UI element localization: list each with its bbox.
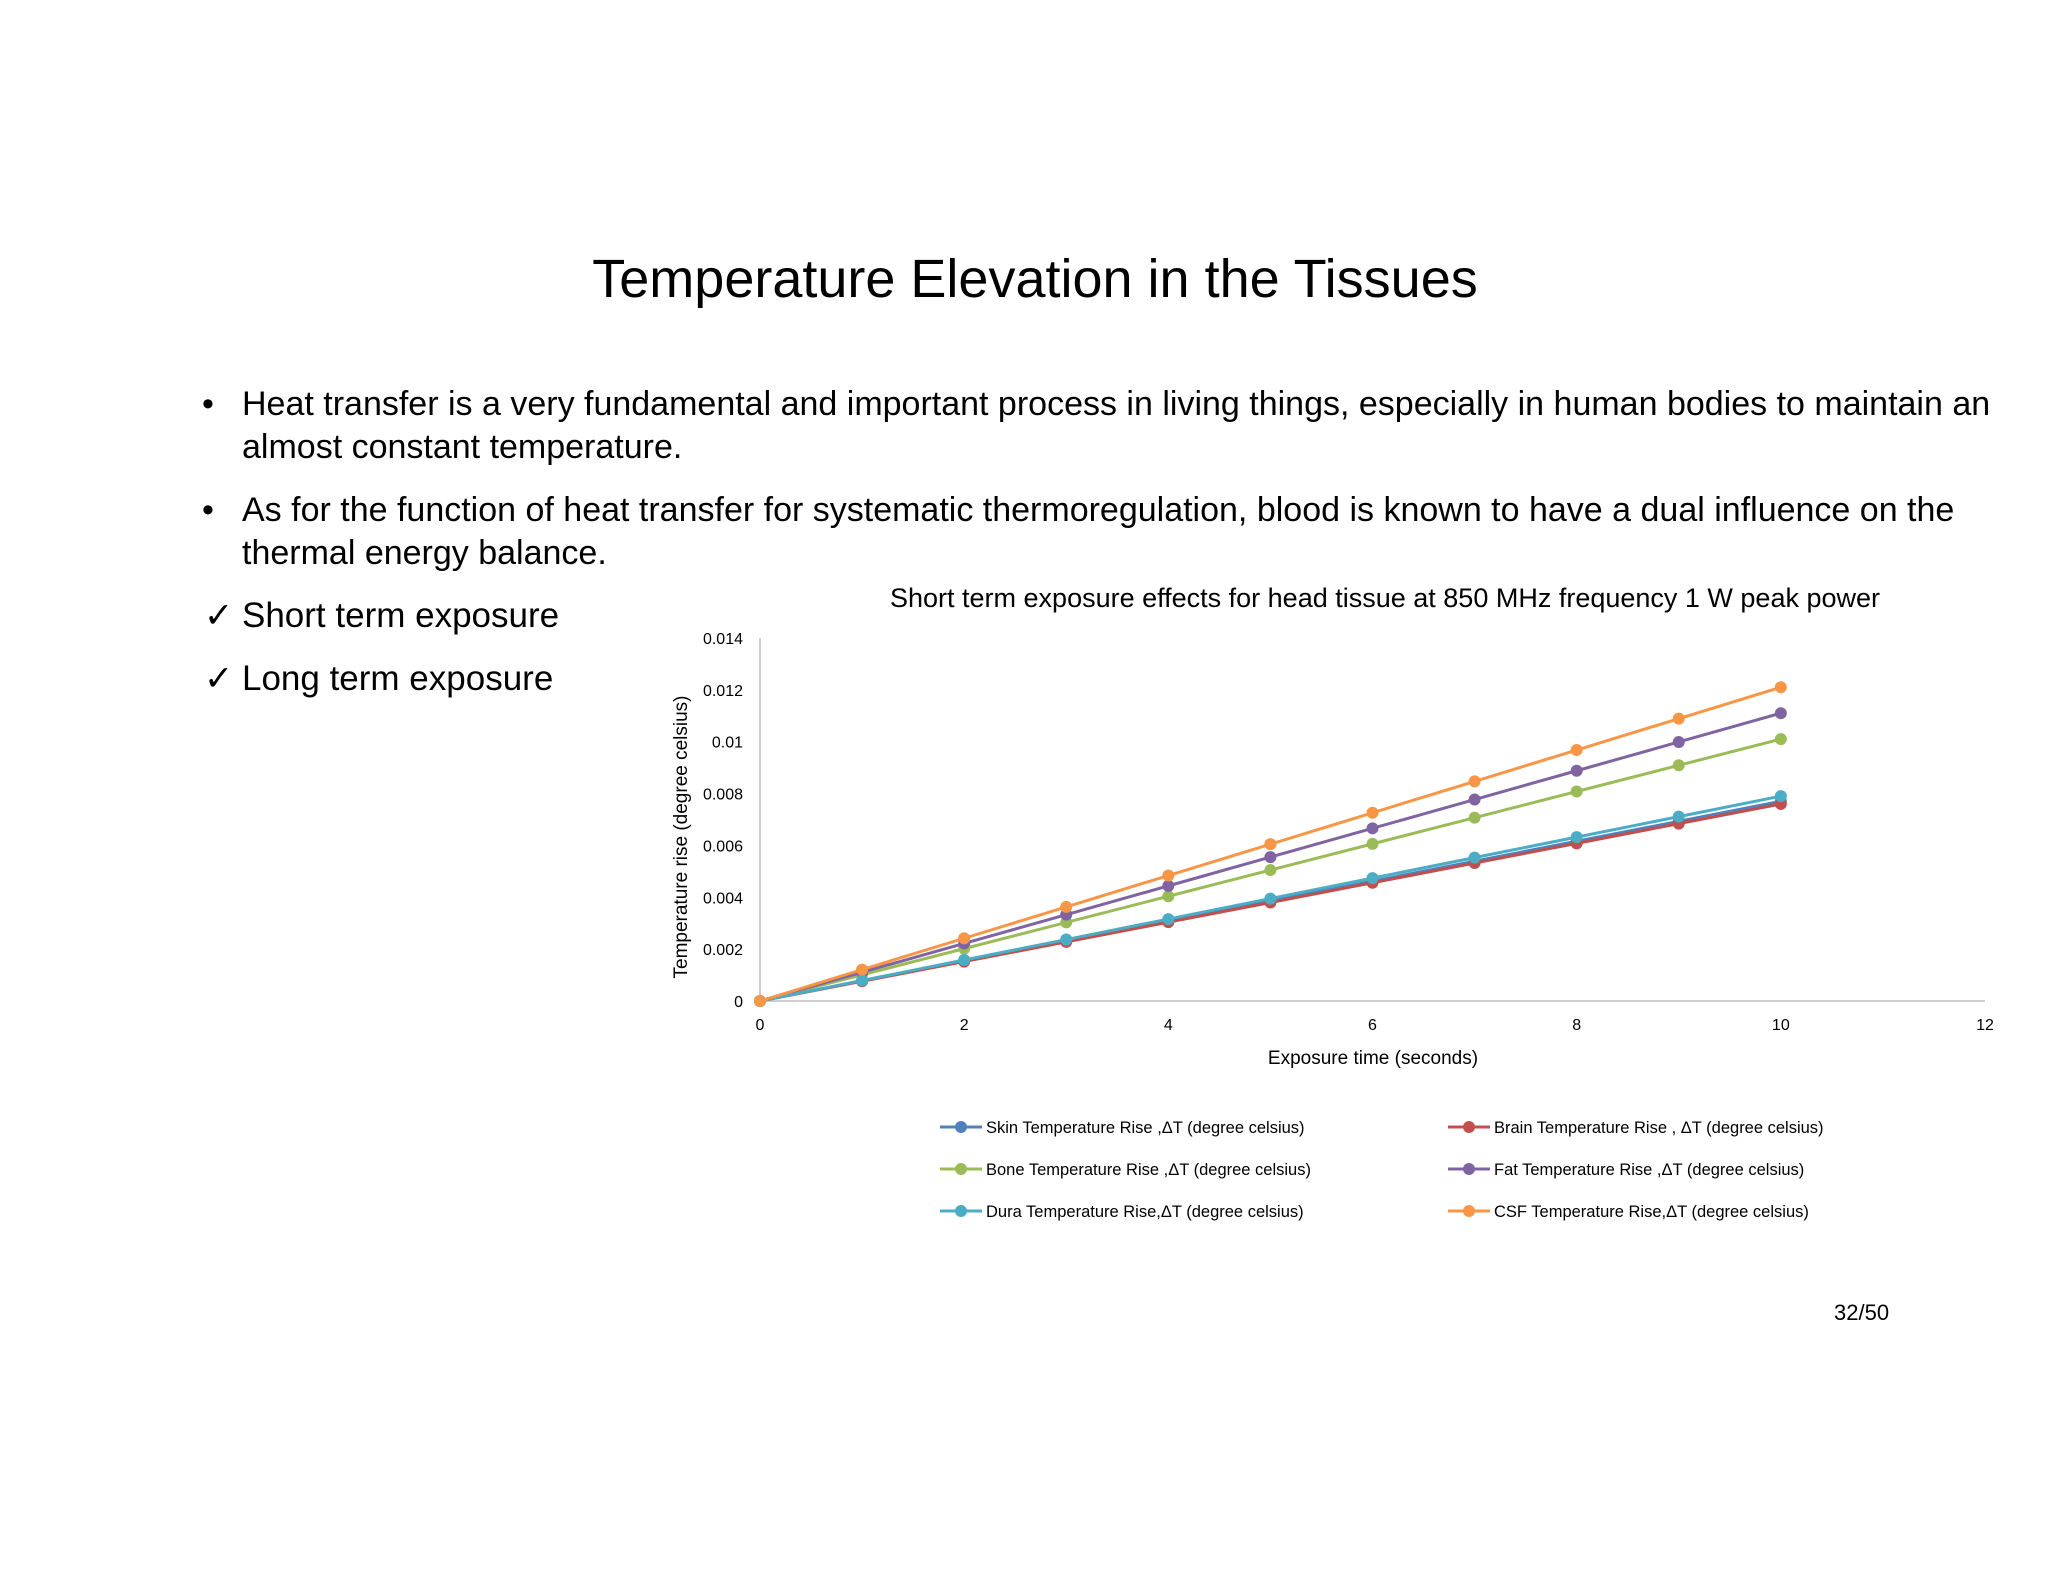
check-item: ✓ Short term exposure — [204, 596, 559, 636]
check-text: Short term exposure — [242, 596, 560, 635]
y-axis-label: Temperature rise (degree celsius) — [671, 695, 692, 978]
legend-label: Dura Temperature Rise,ΔT (degree celsius… — [986, 1203, 1304, 1221]
y-tick-label: 0.012 — [703, 683, 743, 700]
legend-marker-icon — [955, 1121, 967, 1133]
legend-label: Brain Temperature Rise , ΔT (degree cels… — [1494, 1119, 1824, 1137]
check-item: ✓ Long term exposure — [204, 659, 553, 699]
chart-axes: 0 0.002 0.004 0.006 0.008 0.01 0.012 0.014 0 2 4 6 8… — [703, 631, 1994, 1034]
data-point — [958, 954, 971, 967]
data-point — [1162, 890, 1175, 903]
check-text: Long term exposure — [242, 659, 554, 698]
legend-marker-icon — [1463, 1163, 1475, 1175]
bullet-icon: • — [202, 385, 214, 423]
data-point — [1264, 864, 1277, 877]
legend-marker-icon — [955, 1205, 967, 1217]
data-point — [754, 995, 766, 1007]
checkmark-icon: ✓ — [204, 659, 234, 698]
bullet-item: • Heat transfer is a very fundamental an… — [200, 383, 2010, 469]
data-point — [1162, 879, 1175, 892]
data-point — [1060, 933, 1073, 946]
legend-label: Bone Temperature Rise ,ΔT (degree celsiu… — [986, 1161, 1311, 1179]
data-point — [1672, 712, 1685, 725]
data-point — [1468, 775, 1481, 788]
legend-label: Fat Temperature Rise ,ΔT (degree celsius… — [1494, 1161, 1804, 1179]
bullet-icon: • — [202, 491, 214, 529]
chart-title: Short term exposure effects for head tis… — [890, 583, 1880, 613]
y-tick-label: 0.004 — [703, 890, 743, 907]
data-point — [1366, 872, 1379, 885]
x-tick-label: 8 — [1572, 1017, 1581, 1034]
y-tick-label: 0 — [734, 994, 743, 1011]
data-point — [1672, 735, 1685, 748]
data-point — [1264, 851, 1277, 864]
data-point — [1264, 838, 1277, 851]
chart-legend: Skin Temperature Rise ,ΔT (degree celsiu… — [940, 1119, 1824, 1221]
data-point — [1468, 793, 1481, 806]
page-number: 32/50 — [1834, 1300, 1890, 1325]
data-point — [1672, 759, 1685, 772]
bullet-text: As for the function of heat transfer for… — [242, 491, 1955, 572]
x-axis-label: Exposure time (seconds) — [1268, 1048, 1478, 1069]
data-point — [1774, 707, 1787, 720]
legend-marker-icon — [1463, 1121, 1475, 1133]
y-tick-label: 0.01 — [712, 735, 743, 752]
bullet-item: • As for the function of heat transfer f… — [200, 489, 2010, 575]
legend-label: CSF Temperature Rise,ΔT (degree celsius) — [1494, 1203, 1809, 1221]
data-point — [1468, 811, 1481, 824]
x-tick-label: 12 — [1976, 1017, 1994, 1034]
data-point — [1774, 790, 1787, 803]
data-point — [1570, 831, 1583, 844]
bullet-text: Heat transfer is a very fundamental and … — [242, 385, 1991, 466]
data-point — [856, 963, 869, 976]
data-point — [1366, 837, 1379, 850]
data-point — [1468, 851, 1481, 864]
legend-label: Skin Temperature Rise ,ΔT (degree celsiu… — [986, 1119, 1305, 1137]
data-point — [1264, 892, 1277, 905]
data-point — [1570, 785, 1583, 798]
checkmark-icon: ✓ — [204, 596, 234, 635]
x-tick-label: 2 — [960, 1017, 969, 1034]
data-point — [1162, 869, 1175, 882]
y-tick-label: 0.008 — [703, 787, 743, 804]
y-tick-label: 0.006 — [703, 838, 743, 855]
data-point — [1060, 900, 1073, 913]
data-point — [1570, 744, 1583, 757]
y-tick-label: 0.002 — [703, 942, 743, 959]
data-point — [958, 932, 971, 945]
bullet-list: • Heat transfer is a very fundamental an… — [200, 383, 2010, 595]
legend-marker-icon — [1463, 1205, 1475, 1217]
x-tick-label: 0 — [756, 1017, 765, 1034]
x-tick-label: 6 — [1368, 1017, 1377, 1034]
data-point — [1162, 913, 1175, 926]
x-tick-label: 10 — [1772, 1017, 1790, 1034]
data-point — [1774, 681, 1787, 694]
slide-title: Temperature Elevation in the Tissues — [592, 249, 1478, 309]
legend-marker-icon — [955, 1163, 967, 1175]
data-point — [1570, 764, 1583, 777]
y-tick-label: 0.014 — [703, 631, 743, 648]
data-point — [1774, 733, 1787, 746]
data-point — [1366, 806, 1379, 819]
chart-series — [754, 681, 1787, 1007]
data-point — [1366, 822, 1379, 835]
data-point — [856, 974, 869, 987]
data-point — [1672, 810, 1685, 823]
x-tick-label: 4 — [1164, 1017, 1173, 1034]
